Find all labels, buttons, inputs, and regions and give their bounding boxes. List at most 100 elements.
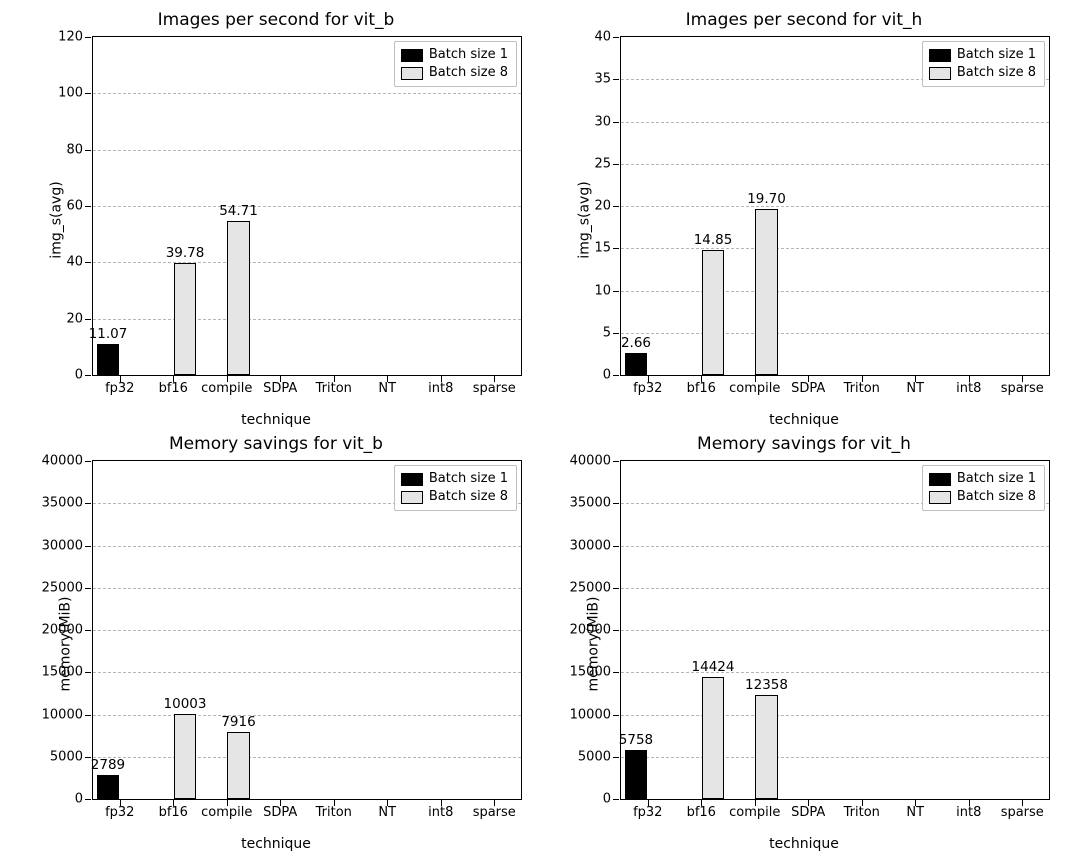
panel-vit_b_mem: Memory savings for vit_bmemory(MiB)techn… [12, 432, 540, 856]
bar-compile-batch8 [227, 221, 249, 375]
bar-value-label: 2789 [91, 757, 125, 773]
y-tick [613, 461, 619, 462]
legend: Batch size 1Batch size 8 [922, 41, 1045, 87]
x-axis-label: technique [12, 412, 540, 428]
y-tick [613, 79, 619, 80]
gridline [621, 122, 1049, 123]
x-tick-label: Triton [316, 381, 352, 396]
x-tick-label: int8 [956, 805, 981, 820]
bar-value-label: 14.85 [694, 232, 733, 248]
bar-value-label: 19.70 [747, 191, 786, 207]
x-axis-label: technique [12, 836, 540, 852]
legend-swatch-icon [929, 491, 951, 504]
y-tick-label: 80 [66, 142, 83, 157]
gridline [93, 206, 521, 207]
y-tick-label: 25000 [42, 580, 83, 595]
x-tick-label: SDPA [791, 381, 825, 396]
panel-vit_h_imgs: Images per second for vit_himg_s(avg)tec… [540, 8, 1068, 432]
y-tick [85, 715, 91, 716]
legend-item: Batch size 8 [929, 64, 1036, 82]
y-tick-label: 20000 [570, 623, 611, 638]
plot-area: 0500010000150002000025000300003500040000… [620, 460, 1050, 800]
y-tick [85, 375, 91, 376]
y-tick [613, 757, 619, 758]
legend-item: Batch size 1 [401, 470, 508, 488]
y-tick [85, 262, 91, 263]
y-tick [613, 248, 619, 249]
x-tick-label: NT [378, 805, 396, 820]
y-tick [613, 503, 619, 504]
x-tick-label: NT [906, 805, 924, 820]
x-tick-label: SDPA [263, 381, 297, 396]
plot-area: 020406080100120fp32bf16compileSDPATriton… [92, 36, 522, 376]
bar-fp32-batch1 [97, 775, 119, 799]
legend-swatch-icon [929, 49, 951, 62]
x-tick-label: sparse [1001, 381, 1044, 396]
y-tick [85, 799, 91, 800]
x-tick-label: Triton [844, 805, 880, 820]
legend-swatch-icon [929, 67, 951, 80]
y-tick-label: 10000 [42, 707, 83, 722]
legend-item: Batch size 8 [929, 488, 1036, 506]
y-tick-label: 120 [58, 30, 83, 45]
x-tick-label: SDPA [791, 805, 825, 820]
legend-swatch-icon [401, 49, 423, 62]
x-axis-label: technique [540, 836, 1068, 852]
bar-value-label: 14424 [692, 659, 735, 675]
x-tick-label: sparse [473, 381, 516, 396]
x-tick-label: compile [201, 381, 252, 396]
gridline [621, 757, 1049, 758]
y-axis-label: img_s(avg) [577, 181, 593, 258]
x-tick-label: compile [729, 805, 780, 820]
x-tick-label: compile [729, 381, 780, 396]
y-tick [85, 503, 91, 504]
bar-value-label: 5758 [619, 732, 653, 748]
gridline [93, 546, 521, 547]
bar-value-label: 12358 [745, 677, 788, 693]
y-tick-label: 0 [603, 368, 611, 383]
y-tick [613, 630, 619, 631]
y-tick-label: 0 [75, 368, 83, 383]
bar-value-label: 7916 [221, 714, 255, 730]
x-tick-label: sparse [1001, 805, 1044, 820]
legend-label: Batch size 8 [957, 64, 1036, 82]
y-tick [613, 546, 619, 547]
y-tick [85, 588, 91, 589]
gridline [621, 248, 1049, 249]
panel-vit_h_mem: Memory savings for vit_hmemory(MiB)techn… [540, 432, 1068, 856]
y-axis-label: img_s(avg) [49, 181, 65, 258]
gridline [621, 715, 1049, 716]
y-tick-label: 25 [594, 156, 611, 171]
panel-title: Images per second for vit_b [12, 10, 540, 30]
y-tick-label: 100 [58, 86, 83, 101]
panel-title: Memory savings for vit_b [12, 434, 540, 454]
y-tick [85, 206, 91, 207]
legend-swatch-icon [929, 473, 951, 486]
gridline [93, 715, 521, 716]
bar-fp32-batch1 [97, 344, 119, 375]
bar-bf16-batch8 [702, 250, 724, 375]
legend-item: Batch size 8 [401, 64, 508, 82]
gridline [93, 588, 521, 589]
x-tick-label: bf16 [687, 805, 716, 820]
x-tick-label: bf16 [159, 381, 188, 396]
gridline [93, 757, 521, 758]
chart-grid: Images per second for vit_b img_s(avg)tec… [0, 0, 1080, 864]
bar-bf16-batch8 [174, 714, 196, 799]
y-tick-label: 5000 [578, 749, 611, 764]
y-tick-label: 25000 [570, 580, 611, 595]
legend-label: Batch size 8 [429, 64, 508, 82]
bar-value-label: 54.71 [219, 203, 258, 219]
legend: Batch size 1Batch size 8 [394, 41, 517, 87]
y-tick-label: 30000 [42, 538, 83, 553]
gridline [621, 206, 1049, 207]
y-tick-label: 10000 [570, 707, 611, 722]
gridline [93, 150, 521, 151]
x-tick-label: SDPA [263, 805, 297, 820]
y-tick-label: 60 [66, 199, 83, 214]
legend-label: Batch size 1 [429, 470, 508, 488]
x-tick-label: fp32 [633, 805, 662, 820]
gridline [93, 672, 521, 673]
bar-compile-batch8 [755, 209, 777, 375]
legend: Batch size 1Batch size 8 [394, 465, 517, 511]
